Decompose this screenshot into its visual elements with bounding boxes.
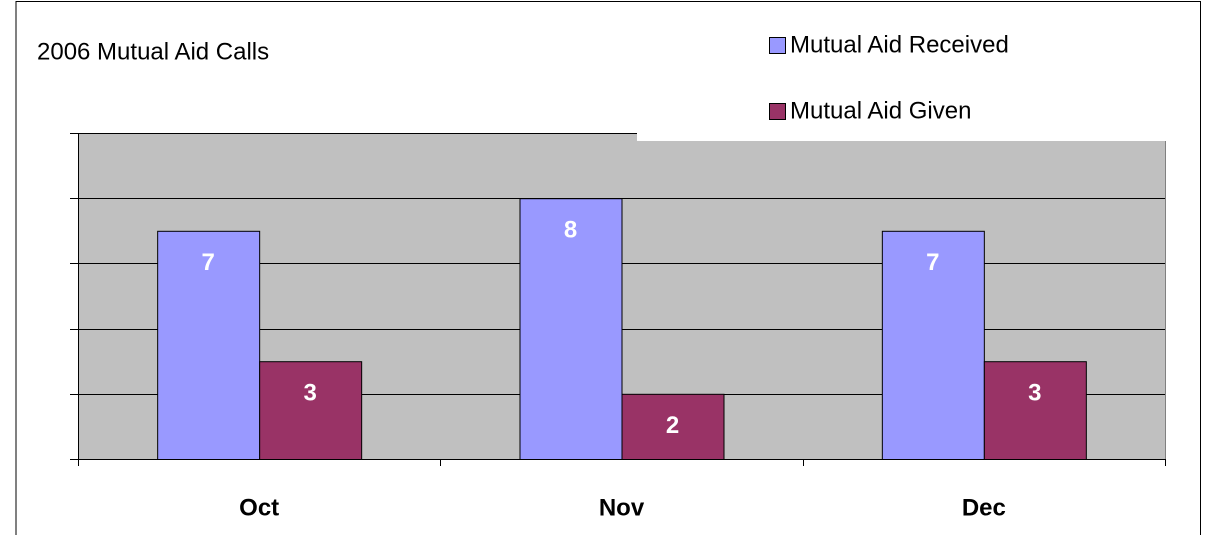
bar	[881, 230, 985, 460]
x-tick-label: Oct	[239, 494, 279, 521]
legend-swatch	[769, 37, 786, 54]
x-tick-label: Dec	[962, 494, 1006, 521]
data-label: 2	[666, 412, 679, 439]
bar	[983, 361, 1087, 461]
data-label: 8	[564, 217, 577, 244]
x-tick-label: Nov	[599, 494, 645, 521]
bar	[621, 393, 725, 460]
legend-label: Mutual Aid Received	[790, 31, 1009, 58]
legend-swatch	[769, 103, 786, 120]
data-label: 7	[926, 249, 939, 276]
bar	[519, 198, 623, 460]
data-label: 3	[1028, 380, 1041, 407]
data-label: 7	[201, 249, 214, 276]
chart-frame	[15, 1, 1201, 535]
data-label: 3	[303, 380, 316, 407]
bar	[259, 361, 363, 461]
bar	[157, 230, 261, 460]
legend-label: Mutual Aid Given	[790, 97, 971, 124]
chart-title: 2006 Mutual Aid Calls	[37, 38, 269, 65]
legend-box	[637, 20, 1177, 141]
